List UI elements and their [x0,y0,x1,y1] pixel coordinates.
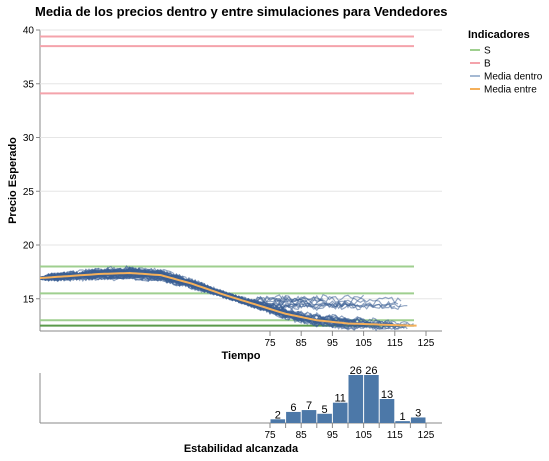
simulation-line [40,272,408,327]
mean-between-line [40,271,417,327]
legend: Indicadores SB Media dentro Media entre [468,29,543,96]
hist-x-tick-label: 115 [387,430,403,441]
x-tick-label: 75 [264,338,276,349]
price-line-chart: 15 20 25 30 35 40 75 85 95 105 115 125 Tiempo Precio … [7,26,442,362]
chart-title: Media de los precios dentro y entre simu… [35,4,448,19]
x-tick-label: 115 [387,338,403,349]
hist-bar [410,417,426,423]
x-tick-label: 95 [327,338,339,349]
legend-label: Media entre [484,85,537,96]
hist-x-tick-label: 125 [418,430,435,441]
simulation-line [40,271,364,325]
simulation-line [40,264,324,327]
hist-bar-label: 5 [322,404,328,416]
hist-x-tick-label: 105 [355,430,372,441]
hist-bar-label: 13 [381,389,393,401]
x-tick-label: 105 [355,338,372,349]
hist-bar-label: 6 [290,402,296,414]
hist-bar-label: 11 [334,393,345,405]
hist-x-tick-label: 85 [296,430,308,441]
hist-x-tick-label: 75 [264,430,276,441]
x-axis-title: Tiempo [222,350,261,362]
plot-area [40,35,417,331]
y-tick-label: 25 [23,187,35,198]
simulation-line [40,270,396,309]
hist-bar [301,410,317,423]
hist-bar-label: 26 [365,365,377,377]
y-tick-label: 40 [23,26,35,37]
hist-bar [317,413,332,423]
x-tick-label: 125 [418,338,435,349]
hist-bar [332,402,348,423]
hist-bar [395,421,410,423]
y-axis-title: Precio Esperado [7,137,19,224]
y-tick-label: 35 [23,79,35,90]
hist-bar [379,399,395,423]
hist-bar [270,419,286,423]
hist-x-tick-label: 95 [327,430,339,441]
y-tick-label: 30 [23,133,35,144]
legend-label: S [484,46,491,57]
hist-bar-label: 1 [400,411,406,423]
y-tick-label: 15 [23,294,35,305]
hist-bar-label: 3 [415,407,421,419]
hist-bar [364,375,379,423]
y-tick-label: 20 [23,241,35,252]
x-tick-label: 85 [296,338,308,349]
hist-x-axis-title: Estabilidad alcanzada [184,443,299,455]
hist-bar [286,411,301,423]
legend-label: Media dentro [484,72,543,83]
legend-title: Indicadores [468,29,530,41]
legend-label: B [484,59,491,70]
hist-bar-label: 26 [350,365,362,377]
hist-bar [348,375,364,423]
hist-bar-label: 2 [275,409,281,421]
hist-bar-label: 7 [306,400,312,412]
